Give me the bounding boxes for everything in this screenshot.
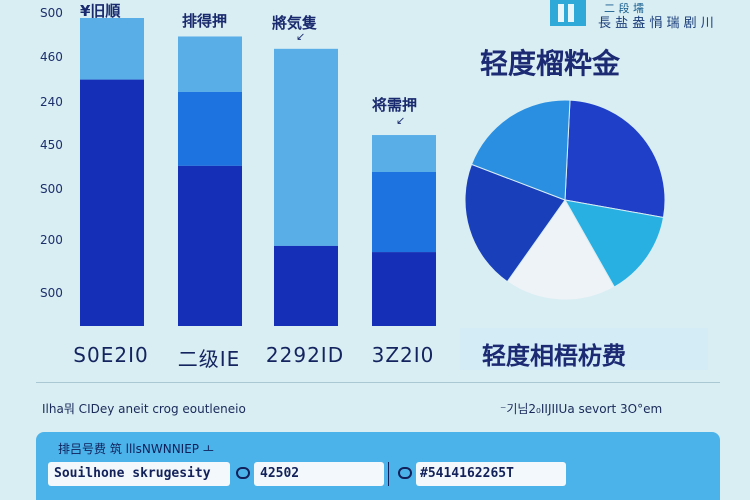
x-category: S0E2I0 [73,343,149,367]
y-tick: 460 [40,50,63,64]
logo-text: 長 盐 盎 悁 瑞 剧 川 [598,16,714,31]
pie-title: 轻度榴粋金 [480,47,621,80]
bar-chart [80,18,436,326]
arrow-icon: ↙ [296,30,306,43]
panel-field-text: Souilhone skrugesity [54,466,211,481]
bar-segment [178,91,242,166]
bar-segment [274,245,338,326]
logo-icon [550,0,586,26]
bar-segment [80,79,144,326]
link-icon [398,467,412,479]
panel-field-text: 42502 [260,466,300,481]
panel-field[interactable] [254,462,384,486]
bar-label: 排得押 [182,12,228,30]
divider [36,382,720,383]
separator [388,462,389,486]
arrow-icon: ↙ [396,114,406,127]
x-category: 3Z2I0 [371,343,435,367]
x-category: 2292ID [265,343,345,367]
footnote-right: ⁻기님2₀IIJIIUa sevort 3O°em [500,402,663,416]
link-icon [236,467,250,479]
y-tick: 240 [40,95,63,109]
y-tick: S00 [40,182,63,196]
panel-field[interactable] [416,462,566,486]
y-tick: S00 [40,6,63,20]
panel-header: 排吕号费 筑 lllsNWNNIEP ㅗ [58,442,214,456]
pie-caption: 轻度相梧枋费 [482,342,626,370]
bar-segment [178,165,242,326]
y-tick: 450 [40,138,63,152]
pie-caption-box [460,328,708,370]
bar-label: ¥旧順 [80,2,121,20]
bar-segment [372,252,436,326]
bar-segment [80,18,144,80]
bar-segment [372,172,436,253]
panel-field[interactable] [48,462,230,486]
bar-label: 将需押 [372,96,418,114]
y-tick: 200 [40,233,63,247]
y-tick: S00 [40,286,63,300]
bar-segment [274,48,338,246]
x-category: 二级IE [177,347,241,371]
footnote-left: Ilha뭐 CIDey aneit crog eoutleneio [42,402,246,416]
panel-field-text: #5414162265T [420,466,514,481]
bar-label: 將気隻 [272,14,318,32]
logo-text: 二 段 壖 [604,2,644,15]
bar-segment [372,135,436,172]
bar-segment [178,36,242,92]
